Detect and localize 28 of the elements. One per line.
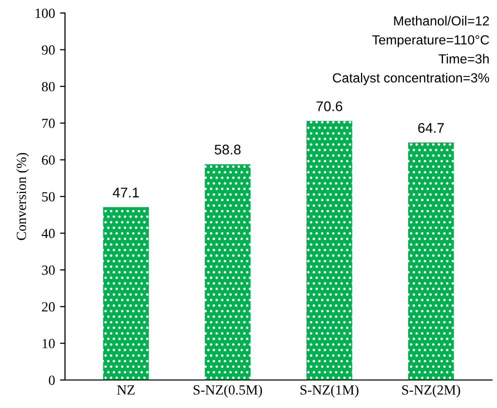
y-tick-label: 0	[48, 376, 55, 385]
data-label: 70.6	[316, 101, 342, 112]
y-tick-label: 10	[42, 338, 55, 348]
x-tick-label: NZ	[117, 385, 134, 394]
annotation: Methanol/Oil=12	[394, 16, 489, 26]
bar	[306, 120, 352, 380]
y-tick-label: 60	[42, 155, 55, 165]
y-tick-label: 70	[42, 118, 55, 128]
x-tick-label: S-NZ(0.5M)	[194, 384, 262, 398]
bar	[204, 164, 251, 380]
y-tick-label: 20	[42, 302, 55, 312]
x-tick-label: S-NZ(2M)	[402, 384, 460, 398]
y-tick-label: 50	[42, 192, 55, 202]
y-tick-label: 30	[42, 265, 55, 275]
data-label: 47.1	[112, 188, 139, 198]
x-tick-label: S-NZ(1M)	[300, 384, 358, 398]
annotation: Time=3h	[438, 54, 489, 64]
y-tick-label: 40	[42, 228, 55, 238]
y-axis-title: Conversion (%)	[16, 152, 29, 240]
y-tick-label: 100	[36, 8, 55, 18]
annotation: Temperature=110°C	[372, 35, 490, 48]
bar	[408, 142, 454, 380]
data-label: 58.8	[214, 144, 241, 155]
y-tick-label: 80	[42, 82, 55, 92]
y-tick-label: 90	[42, 45, 55, 55]
data-label: 64.7	[418, 123, 444, 133]
bar	[103, 207, 149, 380]
annotation: Catalyst concentration=3%	[332, 72, 490, 86]
